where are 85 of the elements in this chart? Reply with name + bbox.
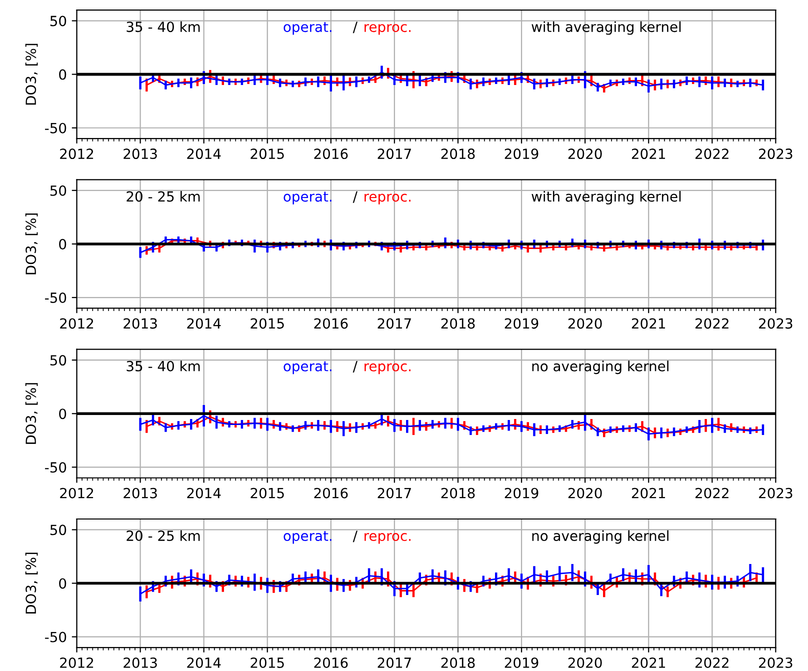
x-tick-label: 2022 [695,148,728,160]
x-tick-label: 2014 [187,488,221,498]
x-tick-label: 2021 [632,657,665,668]
x-tick-label: 2020 [568,657,602,668]
x-tick-label: 2019 [504,657,538,668]
annotation: 20 - 25 km [126,530,200,542]
x-tick-label: 2012 [60,657,94,668]
x-tick-label: 2015 [250,148,284,160]
annotation: with averaging kernel [532,190,681,204]
y-tick-label: 0 [59,238,66,250]
x-tick-label: 2014 [187,657,221,668]
x-tick-label: 2023 [759,318,792,329]
x-tick-label: 2012 [60,148,94,160]
x-tick-label: 2019 [504,318,538,329]
text: reproc. [364,363,411,374]
x-tick-label: 2020 [568,148,602,160]
annotation: with averaging kernel [532,21,681,35]
annotation: 35 - 40 km [126,21,200,32]
line-series [146,72,758,89]
x-tick-label: 2016 [314,318,348,329]
text: operat. [284,192,332,204]
x-tick-label: 2015 [250,488,284,498]
x-tick-label: 2014 [187,148,221,160]
y-tick-label: -50 [45,122,66,134]
x-tick-label: 2017 [378,148,411,160]
x-tick-label: 2018 [441,318,475,329]
y-tick-label: 50 [50,185,66,196]
annotation: / [352,191,358,203]
x-tick-label: 2012 [60,318,94,329]
x-tick-label: 2016 [314,148,348,160]
y-tick-label: 50 [50,16,66,26]
text: operat. [284,531,332,544]
y-tick-label: 0 [59,578,66,589]
x-tick-label: 2021 [632,488,665,498]
x-tick-label: 2018 [441,148,475,160]
text: operat. [284,22,332,35]
x-tick-label: 2013 [124,318,157,329]
y-axis-title: DO3, [%] [25,213,38,274]
x-tick-label: 2013 [124,488,157,498]
y-tick-label: -50 [45,292,66,303]
x-tick-label: 2015 [250,657,284,668]
x-tick-label: 2022 [695,488,728,498]
annotation: / [352,22,358,34]
x-tick-label: 2014 [187,318,221,329]
annotation: 20 - 25 km [126,190,200,202]
x-tick-label: 2017 [378,488,411,498]
annotation: no averaging kernel [532,530,668,544]
x-tick-label: 2015 [250,318,284,329]
text: reproc. [364,194,411,204]
text: reproc. [364,24,411,35]
x-tick-label: 2021 [632,318,665,329]
y-tick-label: 0 [59,408,66,420]
y-tick-label: 50 [50,355,66,366]
x-tick-label: 2023 [759,148,792,160]
x-tick-label: 2018 [441,488,475,498]
x-tick-label: 2013 [124,148,157,160]
annotation: / [352,530,358,542]
x-tick-label: 2019 [504,488,538,498]
y-tick-label: 0 [59,69,66,80]
x-tick-label: 2016 [314,488,348,498]
text: reproc. [364,533,411,544]
x-tick-label: 2020 [568,318,602,329]
x-tick-label: 2012 [60,488,94,498]
x-tick-label: 2023 [759,488,792,498]
x-tick-label: 2022 [695,657,728,668]
y-axis-title: DO3, [%] [25,383,38,444]
x-tick-label: 2016 [314,657,348,668]
x-tick-label: 2022 [695,318,728,329]
y-tick-label: -50 [45,462,66,473]
annotation: 35 - 40 km [126,360,200,372]
annotation: no averaging kernel [532,360,668,374]
x-tick-label: 2017 [378,657,411,668]
y-axis-title: DO3, [%] [25,44,38,105]
y-tick-label: 50 [50,524,66,536]
x-tick-label: 2018 [441,657,475,668]
x-tick-label: 2021 [632,148,665,160]
x-tick-label: 2020 [568,488,602,498]
x-tick-label: 2013 [124,657,157,668]
x-tick-label: 2023 [759,657,792,668]
y-tick-label: -50 [45,632,66,642]
annotation: / [352,361,358,372]
x-tick-label: 2017 [378,318,411,329]
text: operat. [284,361,332,374]
y-axis-title: DO3, [%] [25,552,38,614]
x-tick-label: 2019 [504,148,538,160]
